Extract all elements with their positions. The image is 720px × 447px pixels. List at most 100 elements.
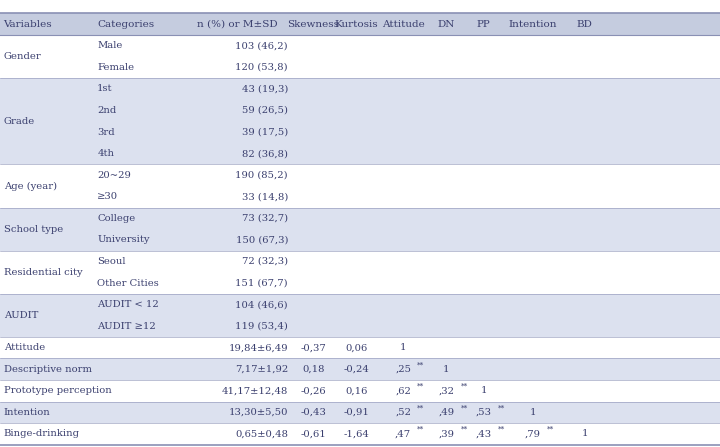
Bar (0, 164, 720, 207)
Text: n (%) or M±SD: n (%) or M±SD (197, 20, 278, 29)
Text: Intention: Intention (4, 408, 50, 417)
Bar (0, 358, 720, 380)
Text: 20~29: 20~29 (97, 171, 131, 180)
Text: 2nd: 2nd (97, 106, 117, 115)
Text: Variables: Variables (4, 20, 53, 29)
Text: AUDIT ≥12: AUDIT ≥12 (97, 322, 156, 331)
Bar (0, 294, 720, 337)
Text: **: ** (498, 426, 505, 434)
Text: 1: 1 (480, 386, 487, 395)
Text: ,43: ,43 (476, 430, 492, 439)
Text: Attitude: Attitude (4, 343, 45, 352)
Text: **: ** (498, 405, 505, 413)
Text: ,25: ,25 (395, 365, 411, 374)
Text: Residential city: Residential city (4, 268, 82, 277)
Text: 13,30±5,50: 13,30±5,50 (228, 408, 288, 417)
Text: Binge-drinking: Binge-drinking (4, 430, 80, 439)
Text: **: ** (418, 383, 425, 391)
Text: Age (year): Age (year) (4, 181, 57, 190)
Text: AUDIT: AUDIT (4, 311, 38, 320)
Text: **: ** (461, 426, 468, 434)
Text: ,53: ,53 (476, 408, 492, 417)
Text: **: ** (418, 426, 425, 434)
Text: Kurtosis: Kurtosis (335, 20, 378, 29)
Text: ,52: ,52 (395, 408, 411, 417)
Text: -0,26: -0,26 (300, 386, 326, 395)
Text: 39 (17,5): 39 (17,5) (242, 127, 288, 136)
Text: 151 (67,7): 151 (67,7) (235, 278, 288, 287)
Text: -0,91: -0,91 (343, 408, 369, 417)
Text: 3rd: 3rd (97, 127, 114, 136)
Text: Gender: Gender (4, 52, 41, 61)
Text: 1: 1 (443, 365, 450, 374)
Text: ,79: ,79 (525, 430, 541, 439)
Text: 1: 1 (581, 430, 588, 439)
Text: -0,37: -0,37 (300, 343, 326, 352)
Bar (0, 207, 720, 251)
Text: Prototype perception: Prototype perception (4, 386, 112, 395)
Bar (0, 380, 720, 402)
Text: Descriptive norm: Descriptive norm (4, 365, 91, 374)
Bar (0, 251, 720, 294)
Text: School type: School type (4, 224, 63, 234)
Text: 7,17±1,92: 7,17±1,92 (235, 365, 288, 374)
Text: ,47: ,47 (395, 430, 411, 439)
Text: College: College (97, 214, 135, 223)
Text: 43 (19,3): 43 (19,3) (242, 84, 288, 93)
Text: 72 (32,3): 72 (32,3) (242, 257, 288, 266)
Text: -1,64: -1,64 (343, 430, 369, 439)
Text: BD: BD (577, 20, 593, 29)
Text: 104 (46,6): 104 (46,6) (235, 300, 288, 309)
Text: -0,43: -0,43 (300, 408, 326, 417)
Bar (0, 423, 720, 445)
Text: **: ** (461, 383, 468, 391)
Text: 0,18: 0,18 (302, 365, 325, 374)
Text: ,32: ,32 (438, 386, 454, 395)
Text: 1st: 1st (97, 84, 113, 93)
Text: 33 (14,8): 33 (14,8) (242, 192, 288, 201)
Text: Attitude: Attitude (382, 20, 425, 29)
Text: 4th: 4th (97, 149, 114, 158)
Bar (0, 78, 720, 164)
Text: 82 (36,8): 82 (36,8) (242, 149, 288, 158)
Text: 73 (32,7): 73 (32,7) (242, 214, 288, 223)
Text: 1: 1 (400, 343, 407, 352)
Text: 41,17±12,48: 41,17±12,48 (222, 386, 288, 395)
Text: 59 (26,5): 59 (26,5) (242, 106, 288, 115)
Text: PP: PP (477, 20, 491, 29)
Bar (0, 13, 720, 35)
Bar (0, 35, 720, 78)
Text: 120 (53,8): 120 (53,8) (235, 63, 288, 72)
Text: ,49: ,49 (438, 408, 454, 417)
Text: ≥30: ≥30 (97, 192, 118, 201)
Text: 19,84±6,49: 19,84±6,49 (228, 343, 288, 352)
Bar (0, 337, 720, 358)
Text: 190 (85,2): 190 (85,2) (235, 171, 288, 180)
Text: 1: 1 (529, 408, 536, 417)
Text: University: University (97, 236, 150, 245)
Text: 0,06: 0,06 (346, 343, 367, 352)
Text: **: ** (418, 405, 425, 413)
Text: Seoul: Seoul (97, 257, 126, 266)
Text: Categories: Categories (97, 20, 154, 29)
Text: **: ** (418, 361, 425, 369)
Text: Intention: Intention (508, 20, 557, 29)
Text: Skewness: Skewness (287, 20, 339, 29)
Text: **: ** (461, 405, 468, 413)
Text: 103 (46,2): 103 (46,2) (235, 41, 288, 50)
Text: ,39: ,39 (438, 430, 454, 439)
Text: 0,65±0,48: 0,65±0,48 (235, 430, 288, 439)
Text: 0,16: 0,16 (345, 386, 368, 395)
Text: ,62: ,62 (395, 386, 411, 395)
Text: -0,61: -0,61 (300, 430, 326, 439)
Text: AUDIT < 12: AUDIT < 12 (97, 300, 159, 309)
Text: 150 (67,3): 150 (67,3) (235, 236, 288, 245)
Text: Male: Male (97, 41, 122, 50)
Text: Female: Female (97, 63, 135, 72)
Text: Other Cities: Other Cities (97, 278, 159, 287)
Bar (0, 402, 720, 423)
Text: DN: DN (438, 20, 455, 29)
Text: -0,24: -0,24 (343, 365, 369, 374)
Text: 119 (53,4): 119 (53,4) (235, 322, 288, 331)
Text: **: ** (547, 426, 554, 434)
